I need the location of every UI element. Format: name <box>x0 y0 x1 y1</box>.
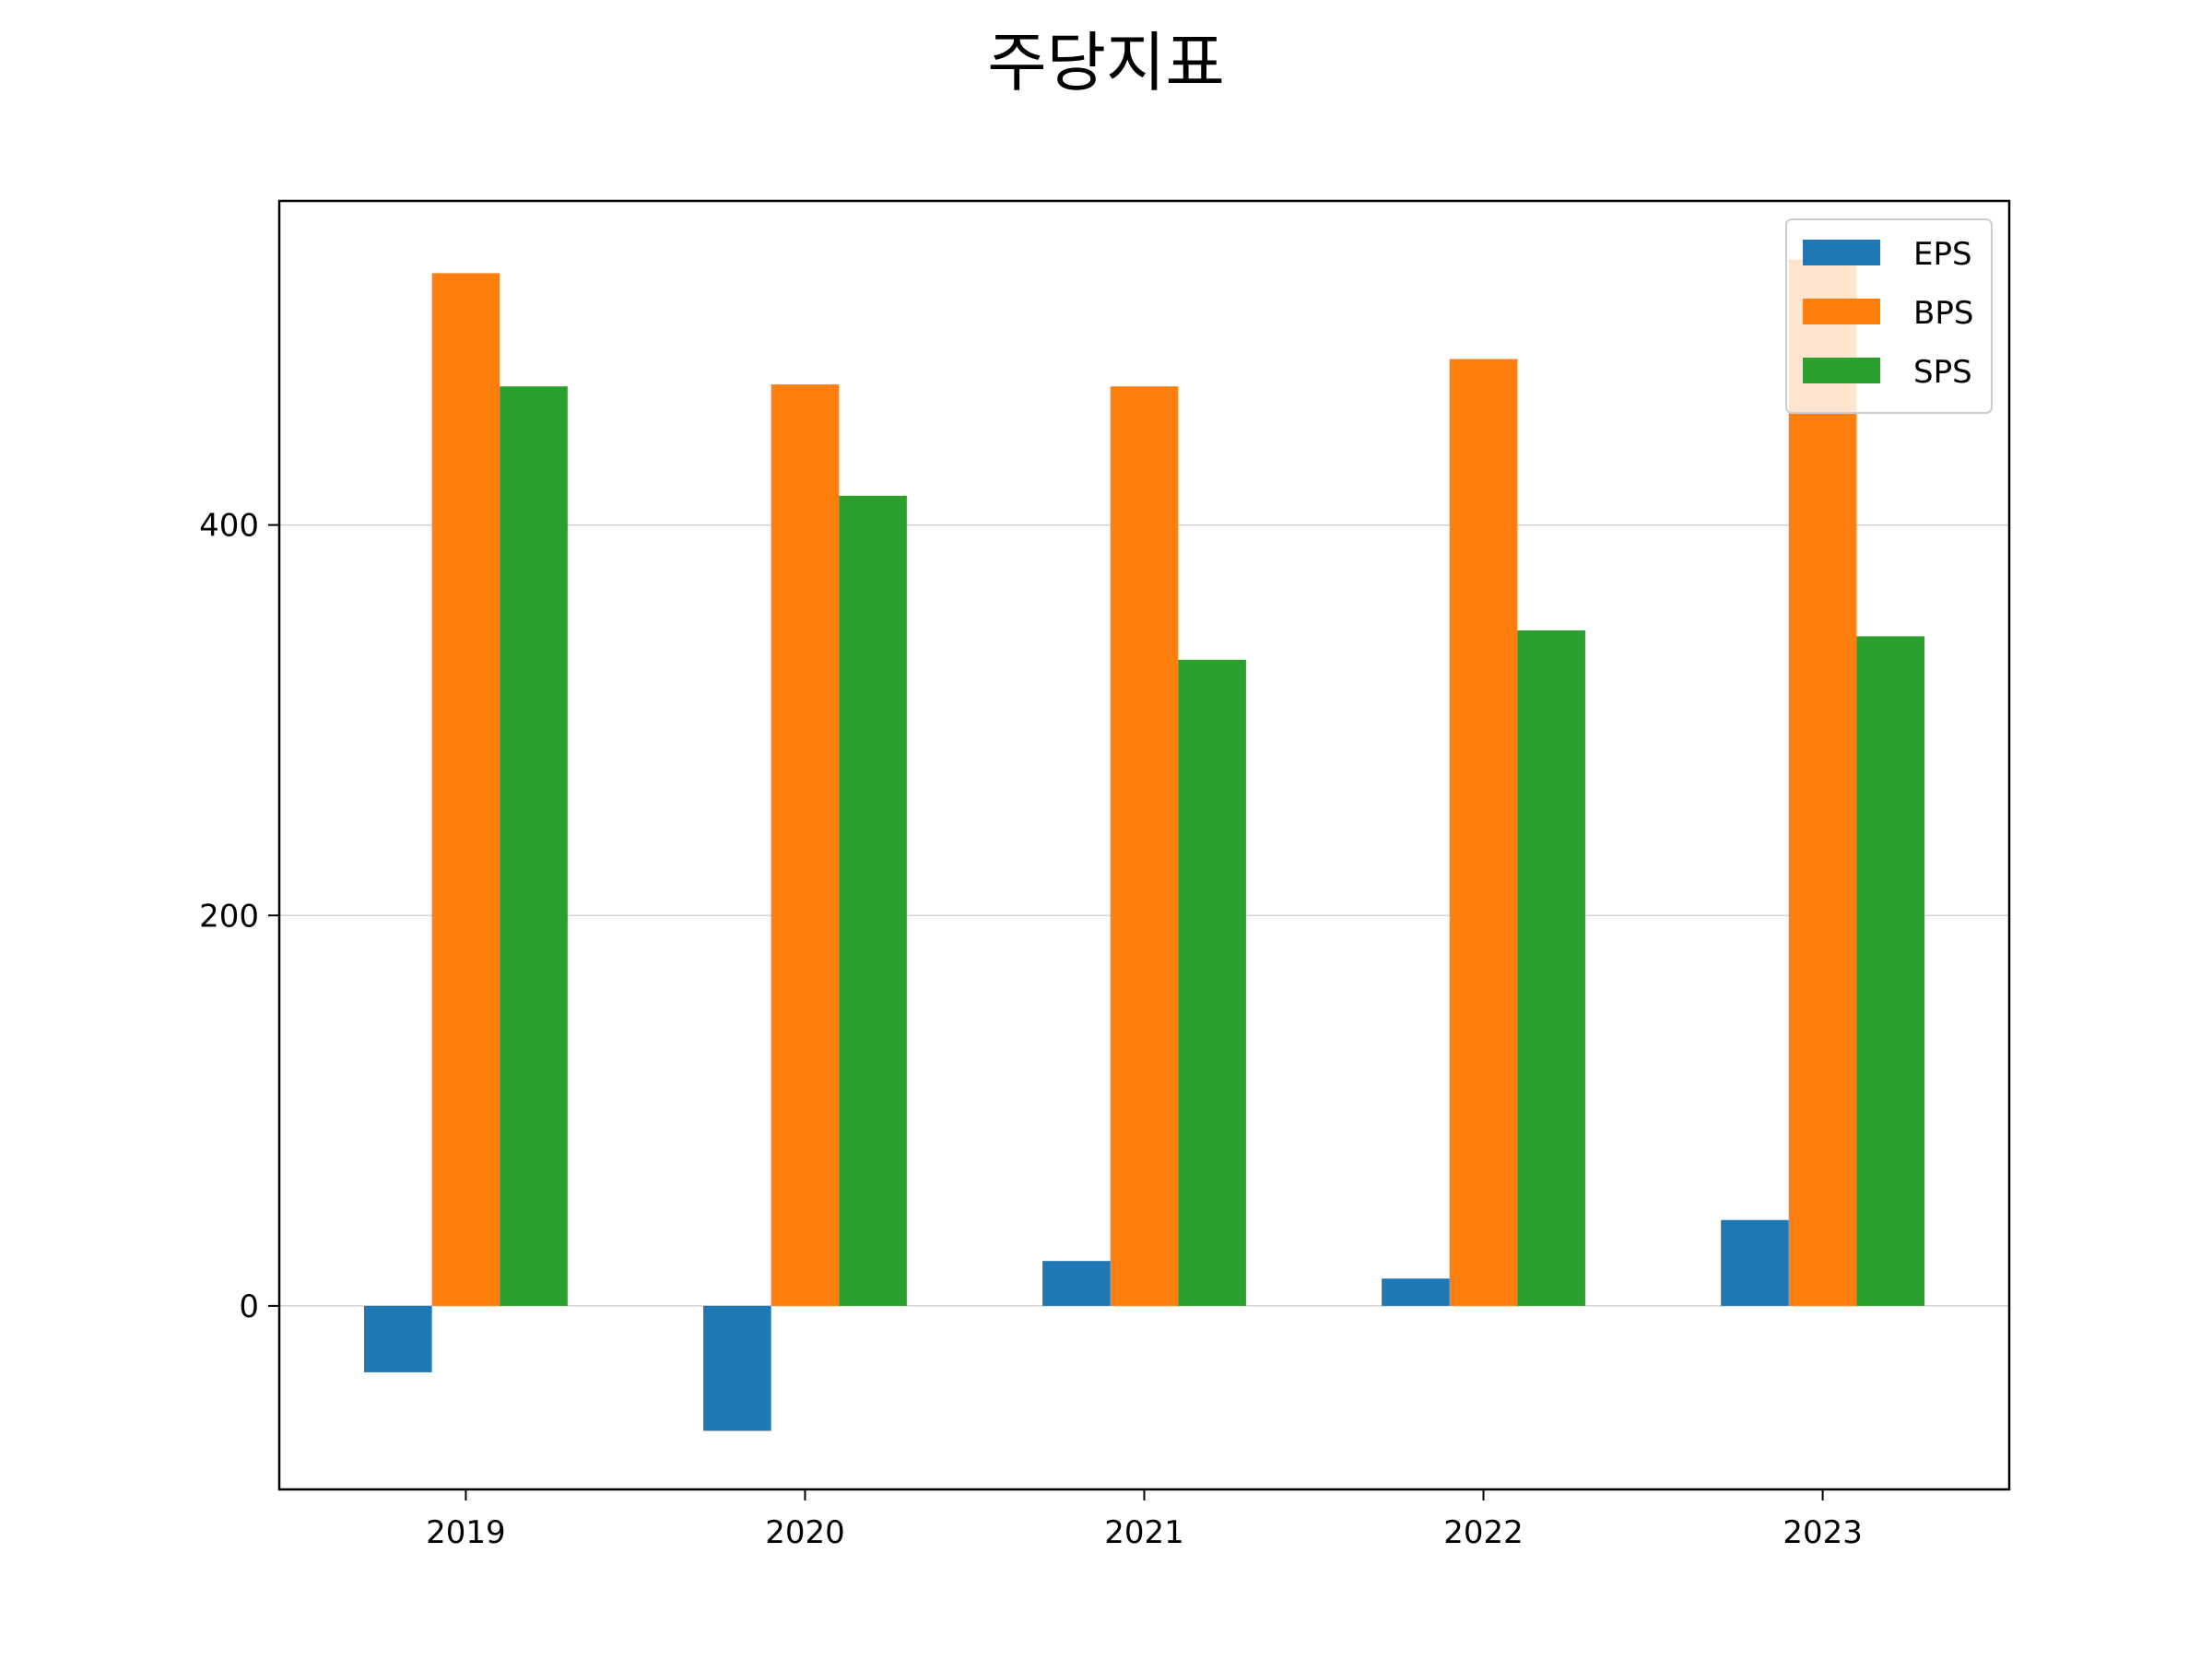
x-tick-label: 2021 <box>1104 1514 1184 1551</box>
bar-sps-2023 <box>1856 636 1924 1306</box>
x-tick-label: 2019 <box>426 1514 506 1551</box>
legend-label-eps: EPS <box>1913 236 1972 273</box>
legend: EPS BPS SPS <box>1785 218 1993 414</box>
x-tick-label: 2022 <box>1443 1514 1524 1551</box>
bar-eps-2020 <box>703 1305 771 1431</box>
y-axis: 0 200 400 <box>199 508 279 1325</box>
y-tick-label: 0 <box>239 1288 259 1325</box>
bar-sps-2021 <box>1178 659 1246 1306</box>
x-tick-label: 2020 <box>765 1514 845 1551</box>
bar-eps-2022 <box>1382 1278 1450 1306</box>
y-tick-label: 400 <box>199 508 259 545</box>
bar-sps-2020 <box>839 495 907 1306</box>
legend-label-sps: SPS <box>1913 354 1972 391</box>
bars <box>364 259 1924 1431</box>
legend-label-bps: BPS <box>1913 295 1973 332</box>
chart-title: 주당지표 <box>987 25 1225 100</box>
bar-bps-2023 <box>1788 259 1857 1306</box>
y-tick-label: 200 <box>199 898 259 935</box>
bar-bps-2019 <box>431 273 500 1306</box>
legend-swatch-bps <box>1803 299 1880 324</box>
x-tick-label: 2023 <box>1783 1514 1863 1551</box>
bar-bps-2021 <box>1110 386 1179 1306</box>
legend-swatch-sps <box>1803 358 1880 383</box>
bar-sps-2019 <box>500 386 568 1306</box>
bar-eps-2019 <box>364 1305 432 1372</box>
legend-swatch-eps <box>1803 240 1880 265</box>
bar-eps-2021 <box>1042 1261 1111 1306</box>
bar-eps-2023 <box>1721 1219 1789 1306</box>
bar-bps-2020 <box>771 384 840 1306</box>
bar-sps-2022 <box>1517 630 1585 1306</box>
x-axis: 2019 2020 2021 2022 2023 <box>426 1489 1863 1551</box>
bar-bps-2022 <box>1449 359 1518 1306</box>
